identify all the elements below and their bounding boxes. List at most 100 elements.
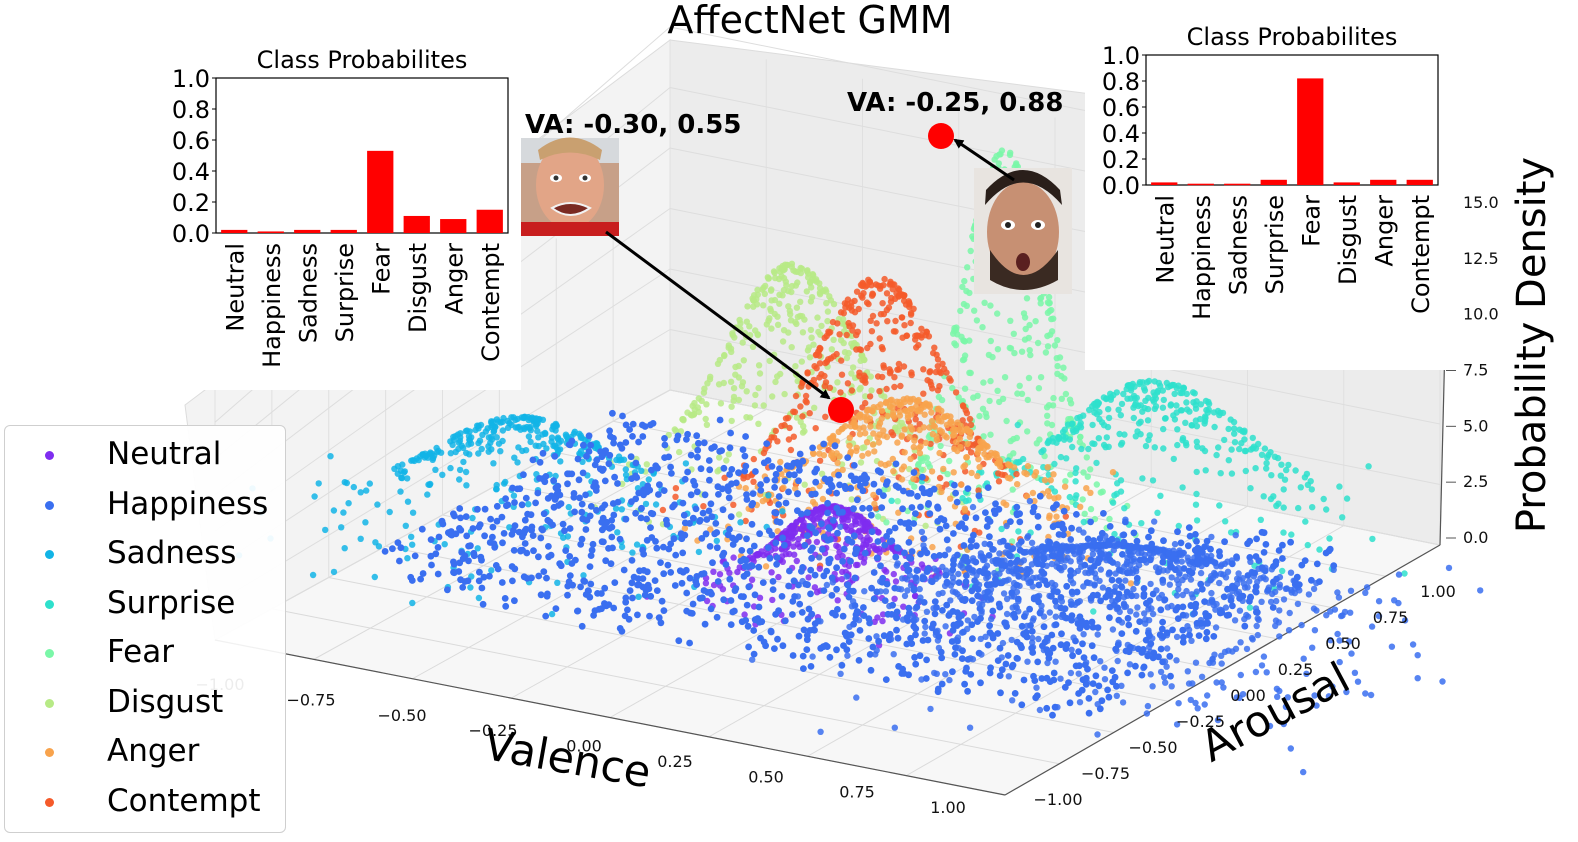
scatter-point [1106, 515, 1113, 523]
scatter-point [1075, 670, 1082, 677]
scatter-point [818, 520, 825, 528]
scatter-point [1160, 425, 1167, 433]
scatter-point [1161, 596, 1169, 604]
scatter-point [577, 434, 585, 441]
scatter-point [1090, 608, 1097, 615]
scatter-point [478, 584, 486, 592]
scatter-point [687, 491, 695, 499]
scatter-point [1044, 464, 1051, 471]
scatter-point [1008, 545, 1016, 553]
scatter-point [796, 466, 803, 474]
scatter-point [1037, 374, 1045, 381]
scatter-point [309, 571, 317, 579]
scatter-point [1073, 425, 1081, 432]
scatter-point [1043, 704, 1051, 712]
scatter-point [879, 574, 887, 582]
scatter-point [981, 450, 988, 458]
scatter-point [877, 562, 884, 570]
scatter-point [1062, 478, 1069, 485]
scatter-point [1224, 568, 1232, 575]
scatter-point [619, 412, 626, 420]
scatter-point [643, 461, 650, 468]
scatter-point [980, 433, 987, 440]
scatter-point [1160, 554, 1167, 561]
scatter-point [475, 450, 482, 457]
scatter-point [645, 476, 652, 483]
scatter-point [462, 468, 470, 476]
scatter-point [1175, 586, 1182, 593]
scatter-point [935, 393, 943, 401]
scatter-point [740, 572, 748, 580]
scatter-point [825, 524, 833, 531]
scatter-point [943, 434, 950, 441]
scatter-point [1121, 563, 1128, 570]
scatter-point [748, 576, 756, 583]
scatter-point [1210, 633, 1218, 640]
scatter-point [676, 448, 683, 456]
scatter-point [735, 469, 742, 477]
scatter-point [1303, 470, 1311, 478]
scatter-point [1280, 486, 1287, 493]
scatter-point [1275, 500, 1282, 507]
scatter-point [695, 548, 703, 556]
scatter-point [722, 561, 730, 568]
scatter-point [922, 332, 929, 339]
scatter-point [683, 589, 691, 597]
scatter-point [529, 456, 537, 464]
scatter-point [457, 576, 464, 584]
scatter-point [1269, 604, 1277, 611]
scatter-point [1439, 678, 1446, 685]
scatter-point [362, 519, 369, 526]
scatter-point [908, 504, 916, 511]
scatter-point [1031, 497, 1038, 505]
scatter-point [949, 574, 957, 581]
scatter-point [1033, 684, 1040, 691]
scatter-point [1011, 690, 1019, 697]
scatter-point [606, 451, 614, 459]
scatter-point [929, 543, 936, 551]
scatter-point [1184, 668, 1192, 675]
scatter-point [759, 579, 767, 586]
scatter-point [856, 431, 864, 438]
scatter-point [1050, 669, 1058, 677]
scatter-point [467, 542, 474, 550]
scatter-point [455, 568, 463, 575]
scatter-point [757, 634, 764, 642]
scatter-point [618, 444, 626, 452]
scatter-point [1228, 446, 1235, 453]
scatter-point [782, 499, 790, 507]
scatter-point [1068, 646, 1075, 653]
scatter-point [1326, 535, 1333, 542]
scatter-point [520, 471, 527, 479]
scatter-point [1068, 588, 1076, 596]
scatter-point [1093, 459, 1100, 467]
scatter-point [566, 553, 574, 560]
scatter-point [866, 393, 874, 400]
scatter-point [1326, 545, 1334, 553]
scatter-point [974, 472, 981, 480]
scatter-point [728, 417, 735, 425]
scatter-point [1027, 549, 1035, 556]
scatter-point [982, 593, 989, 601]
scatter-point [912, 625, 920, 633]
scatter-point [1123, 569, 1131, 577]
scatter-point [649, 510, 657, 518]
scatter-point [1051, 342, 1059, 349]
scatter-point [1336, 637, 1343, 644]
scatter-point [435, 533, 443, 541]
scatter-point [546, 518, 554, 526]
scatter-point [450, 560, 458, 568]
scatter-point [798, 567, 805, 575]
scatter-point [976, 605, 984, 612]
scatter-point [1080, 518, 1088, 526]
scatter-point [1033, 692, 1041, 699]
scatter-point [653, 587, 661, 594]
scatter-point [1021, 613, 1028, 620]
scatter-point [1107, 390, 1114, 397]
scatter-point [795, 581, 802, 589]
scatter-point [921, 411, 928, 418]
scatter-point [742, 433, 749, 440]
scatter-point [822, 413, 829, 420]
scatter-point [521, 425, 528, 433]
scatter-point [614, 480, 621, 487]
